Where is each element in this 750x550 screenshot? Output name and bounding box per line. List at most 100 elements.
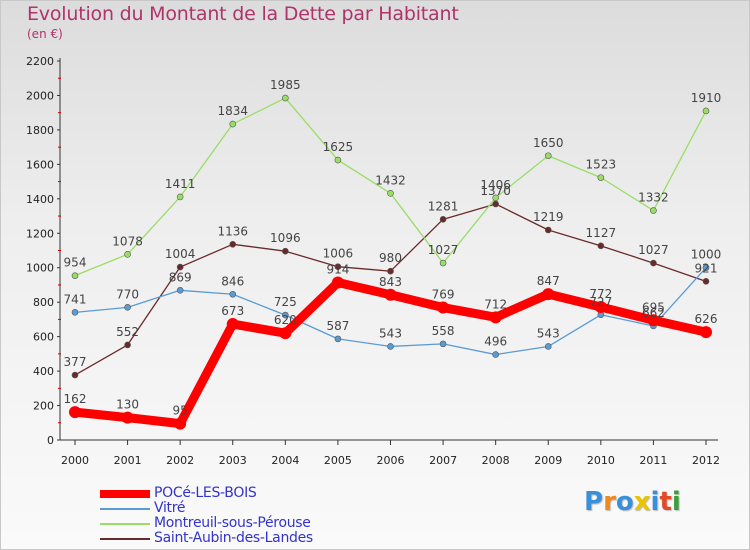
data-label: 1096: [270, 231, 301, 245]
data-point: [71, 371, 79, 379]
data-point: [597, 242, 605, 250]
data-label: 725: [274, 295, 297, 309]
data-point: [282, 247, 289, 255]
y-tick-label: 1800: [26, 124, 54, 137]
data-label: 770: [116, 287, 139, 301]
data-label: 1834: [217, 104, 248, 118]
data-label: 869: [169, 270, 192, 284]
x-tick-label: 2007: [429, 454, 457, 467]
data-label: 921: [695, 261, 718, 275]
y-tick-label: 600: [33, 331, 54, 344]
data-point: [384, 288, 397, 301]
legend-item-pocé-les-bois: POCé-LES-BOIS: [100, 485, 400, 501]
legend-item-saint-aubin-des-landes: Saint-Aubin-des-Landes: [100, 530, 400, 546]
data-point: [176, 263, 184, 271]
legend-label: Saint-Aubin-des-Landes: [154, 530, 313, 546]
data-label: 1004: [165, 247, 196, 261]
data-point: [650, 259, 657, 267]
data-label: 130: [116, 398, 139, 412]
data-label: 914: [326, 263, 349, 277]
y-tick-label: 0: [47, 434, 54, 447]
data-point: [282, 311, 289, 319]
logo-letter: r: [603, 487, 616, 517]
data-label: 846: [221, 274, 244, 288]
logo-letter: x: [633, 487, 651, 517]
data-label: 1650: [533, 136, 564, 150]
logo-letter: i: [650, 487, 660, 517]
x-tick-label: 2012: [692, 454, 720, 467]
data-point: [229, 240, 237, 248]
data-label: 620: [274, 313, 297, 327]
x-tick-label: 2001: [114, 454, 142, 467]
x-tick-label: 2009: [534, 454, 562, 467]
data-point: [439, 216, 447, 223]
data-point: [439, 259, 447, 267]
legend-swatch: [100, 508, 150, 510]
legend-label: POCé-LES-BOIS: [154, 485, 257, 501]
chart-subtitle: (en €): [27, 27, 63, 41]
data-point: [594, 301, 607, 314]
y-tick-label: 1600: [26, 158, 54, 171]
legend: POCé-LES-BOIS Vitré Montreuil-sous-Pérou…: [100, 485, 400, 546]
data-point: [492, 194, 499, 202]
data-point: [702, 107, 710, 115]
data-point: [597, 174, 605, 181]
proxiti-logo: Proxiti: [584, 487, 681, 517]
logo-letter: P: [584, 487, 604, 517]
data-point: [544, 152, 552, 160]
data-label: 673: [221, 304, 244, 318]
data-label: 727: [589, 295, 612, 309]
data-point: [334, 335, 342, 343]
x-tick-label: 2002: [166, 454, 194, 467]
data-label: 543: [537, 326, 560, 340]
data-label: 662: [642, 306, 665, 320]
data-label: 1281: [428, 199, 459, 213]
data-point: [331, 276, 344, 289]
data-label: 1332: [638, 191, 669, 205]
data-point: [226, 318, 239, 331]
y-tick-label: 2200: [26, 55, 54, 68]
data-label: 954: [64, 256, 87, 270]
y-tick-label: 1400: [26, 193, 54, 206]
data-point: [702, 278, 710, 285]
x-tick-label: 2008: [482, 454, 510, 467]
data-point: [702, 264, 710, 272]
data-point: [700, 326, 712, 339]
chart-title: Evolution du Montant de la Dette par Hab…: [27, 3, 459, 25]
legend-label: Montreuil-sous-Pérouse: [154, 515, 311, 531]
y-tick-label: 1000: [26, 262, 54, 275]
y-tick-label: 200: [33, 400, 54, 413]
x-tick-label: 2003: [219, 454, 247, 467]
y-tick-label: 2000: [26, 89, 54, 102]
data-point: [387, 267, 394, 275]
data-label: 1006: [323, 247, 354, 261]
data-label: 558: [432, 324, 455, 338]
data-point: [647, 314, 660, 327]
logo-letter: t: [659, 487, 672, 517]
data-label: 772: [589, 287, 612, 301]
data-point: [69, 406, 81, 419]
data-label: 1625: [323, 140, 354, 154]
data-label: 1432: [375, 173, 406, 187]
data-label: 587: [326, 319, 349, 333]
data-point: [387, 190, 394, 197]
data-label: 95: [173, 404, 188, 418]
data-label: 712: [484, 297, 507, 311]
data-point: [334, 156, 342, 164]
data-label: 843: [379, 275, 402, 289]
legend-item-montreuil-sous-perouse: Montreuil-sous-Pérouse: [100, 515, 400, 531]
data-point: [229, 120, 237, 128]
data-point: [439, 340, 447, 348]
data-point: [71, 272, 79, 279]
data-point: [437, 301, 450, 314]
x-tick-label: 2011: [639, 454, 667, 467]
legend-swatch: [100, 523, 150, 525]
data-point: [124, 250, 131, 258]
data-label: 847: [537, 274, 560, 288]
data-label: 1411: [165, 177, 196, 191]
logo-letter: i: [671, 487, 681, 517]
data-label: 1910: [691, 91, 722, 105]
data-label: 552: [116, 325, 139, 339]
